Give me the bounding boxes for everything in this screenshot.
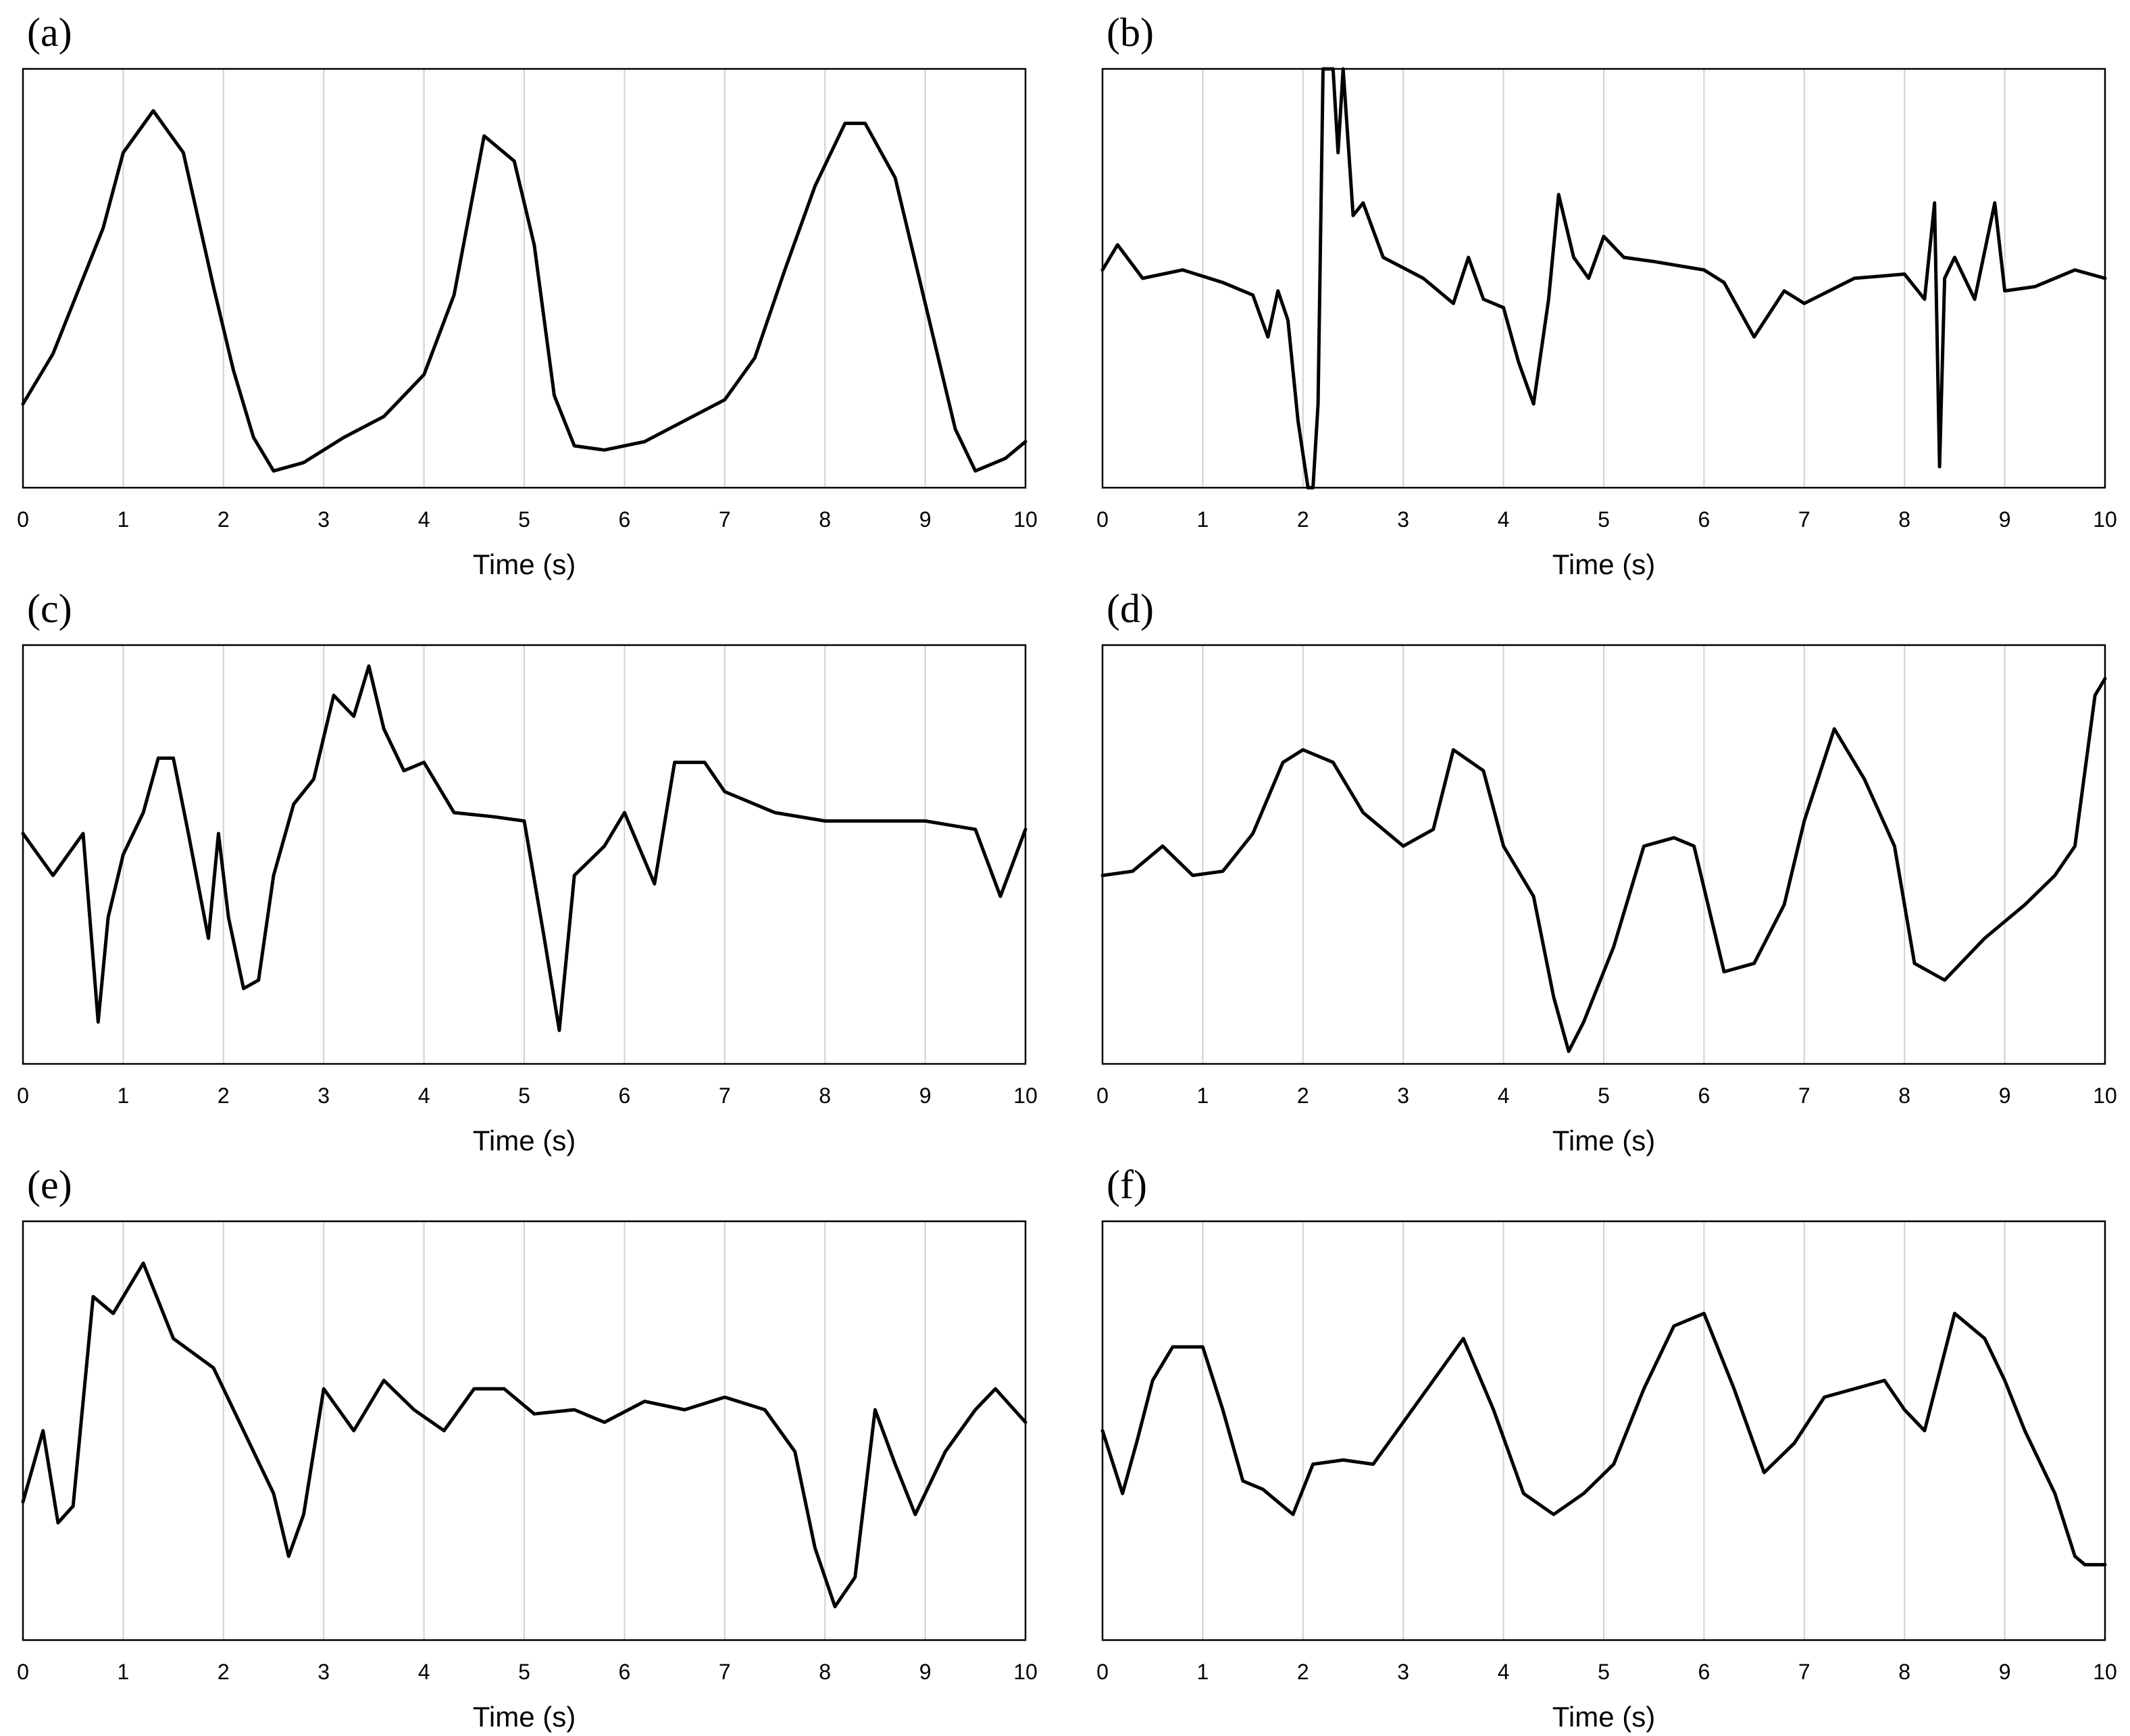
panel-b-x-tick-label: 10 [2093,507,2117,532]
panel-f-x-tick-label: 7 [1798,1660,1810,1684]
panel-f: (f) 0 1 2 3 4 5 6 7 8 9 10 Time (s) [1096,1163,2117,1733]
panel-a-x-tick-label: 1 [118,507,130,532]
panel-a-plot-area [22,68,1027,489]
panel-b-series-line [1100,67,2107,490]
panel-e-x-tick-label: 6 [619,1660,631,1684]
panel-a-x-tick-label: 2 [218,507,230,532]
panel-b-x-tick-label: 9 [1999,507,2011,532]
panel-c-x-tick-label: 3 [318,1083,330,1108]
panel-d-x-tick-label: 3 [1397,1083,1409,1108]
panel-b-x-tick-label: 5 [1598,507,1610,532]
panel-e-plot-area [22,1220,1027,1641]
panel-d-x-tick-label: 0 [1096,1083,1109,1108]
panel-b-x-tick-label: 2 [1297,507,1309,532]
panel-d-x-tick-label: 5 [1598,1083,1610,1108]
panel-b-x-tick-label: 0 [1096,507,1109,532]
panel-f-x-tick-label: 6 [1698,1660,1710,1684]
panel-b: (b) 0 1 2 3 4 5 6 7 8 9 10 Time (s) [1096,10,2117,580]
panel-d-x-tick-label: 8 [1898,1083,1910,1108]
panel-a-x-axis-title: Time (s) [473,548,576,580]
panel-a-x-tick-label: 9 [919,507,932,532]
panel-e-x-axis-title: Time (s) [473,1701,576,1733]
panel-c-x-tick-label: 6 [619,1083,631,1108]
panel-c-plot-area [22,644,1027,1065]
panel-c-x-tick-label: 2 [218,1083,230,1108]
panel-a-x-tick-label: 4 [418,507,430,532]
panel-b-label: (b) [1107,10,1154,55]
panel-c-label: (c) [27,586,72,631]
panel-d-x-tick-label: 6 [1698,1083,1710,1108]
panel-c-x-tick-label: 0 [17,1083,29,1108]
panel-f-x-tick-label: 0 [1096,1660,1109,1684]
panel-d-x-tick-label: 1 [1197,1083,1209,1108]
panel-c-x-tick-label: 10 [1013,1083,1038,1108]
panel-a-label: (a) [27,10,72,55]
panel-b-x-axis-title: Time (s) [1552,548,1655,580]
panel-c-x-tick-label: 4 [418,1083,430,1108]
panel-a-x-tick-label: 0 [17,507,29,532]
panel-d-x-tick-label: 10 [2093,1083,2117,1108]
panel-d-series-line [1100,677,2107,1053]
panel-a-x-tick-label: 6 [619,507,631,532]
panel-f-label: (f) [1107,1163,1147,1207]
panel-f-x-tick-label: 10 [2093,1660,2117,1684]
panel-c-series-line [21,664,1028,1032]
panel-c-x-tick-label: 5 [518,1083,530,1108]
panel-f-x-tick-label: 1 [1197,1660,1209,1684]
panel-f-x-tick-label: 3 [1397,1660,1409,1684]
panel-e-x-tick-label: 0 [17,1660,29,1684]
panel-e-x-tick-label: 10 [1013,1660,1038,1684]
panel-f-series-line [1100,1311,2107,1566]
panel-c-x-axis-title: Time (s) [473,1125,576,1156]
panel-f-x-axis-title: Time (s) [1552,1701,1655,1733]
panel-e-series-line [21,1261,1028,1608]
panel-e: (e) 0 1 2 3 4 5 6 7 8 9 10 Time (s) [17,1163,1038,1733]
panel-d-x-tick-label: 2 [1297,1083,1309,1108]
panel-c-x-tick-label: 9 [919,1083,932,1108]
panel-b-x-tick-label: 4 [1498,507,1510,532]
panel-e-x-tick-label: 4 [418,1660,430,1684]
panel-e-x-tick-label: 5 [518,1660,530,1684]
panel-d-x-axis-title: Time (s) [1552,1125,1655,1156]
panel-f-x-tick-label: 2 [1297,1660,1309,1684]
panel-e-label: (e) [27,1163,72,1207]
panel-f-x-tick-label: 4 [1498,1660,1510,1684]
panel-e-x-tick-label: 2 [218,1660,230,1684]
panel-f-x-tick-label: 8 [1898,1660,1910,1684]
panel-f-x-tick-label: 5 [1598,1660,1610,1684]
panel-c-x-tick-label: 7 [719,1083,731,1108]
panel-e-x-tick-label: 7 [719,1660,731,1684]
panel-b-x-tick-label: 7 [1798,507,1810,532]
panel-e-x-tick-label: 3 [318,1660,330,1684]
panel-a-series-line [21,109,1028,473]
panel-a-x-tick-label: 5 [518,507,530,532]
panel-a-x-tick-label: 7 [719,507,731,532]
panel-e-x-tick-label: 1 [118,1660,130,1684]
panel-b-x-tick-label: 1 [1197,507,1209,532]
panel-a-x-tick-label: 10 [1013,507,1038,532]
panel-b-x-tick-label: 6 [1698,507,1710,532]
panel-c-x-tick-label: 8 [819,1083,831,1108]
panel-c: (c) 0 1 2 3 4 5 6 7 8 9 10 Time (s) [17,586,1038,1156]
panel-d-x-tick-label: 4 [1498,1083,1510,1108]
panel-d: (d) 0 1 2 3 4 5 6 7 8 9 10 Time (s) [1096,586,2117,1156]
panel-c-x-tick-label: 1 [118,1083,130,1108]
panel-d-x-tick-label: 9 [1999,1083,2011,1108]
panel-b-x-tick-label: 3 [1397,507,1409,532]
panel-d-plot-area [1101,644,2106,1065]
panel-e-x-tick-label: 9 [919,1660,932,1684]
panel-b-x-tick-label: 8 [1898,507,1910,532]
panel-a: (a) 0 1 2 3 4 5 6 7 8 9 10 Time (s) [17,10,1038,580]
panel-e-x-tick-label: 8 [819,1660,831,1684]
panel-f-x-tick-label: 9 [1999,1660,2011,1684]
panel-a-x-tick-label: 8 [819,507,831,532]
panel-a-x-tick-label: 3 [318,507,330,532]
panel-d-x-tick-label: 7 [1798,1083,1810,1108]
panel-d-label: (d) [1107,586,1154,631]
